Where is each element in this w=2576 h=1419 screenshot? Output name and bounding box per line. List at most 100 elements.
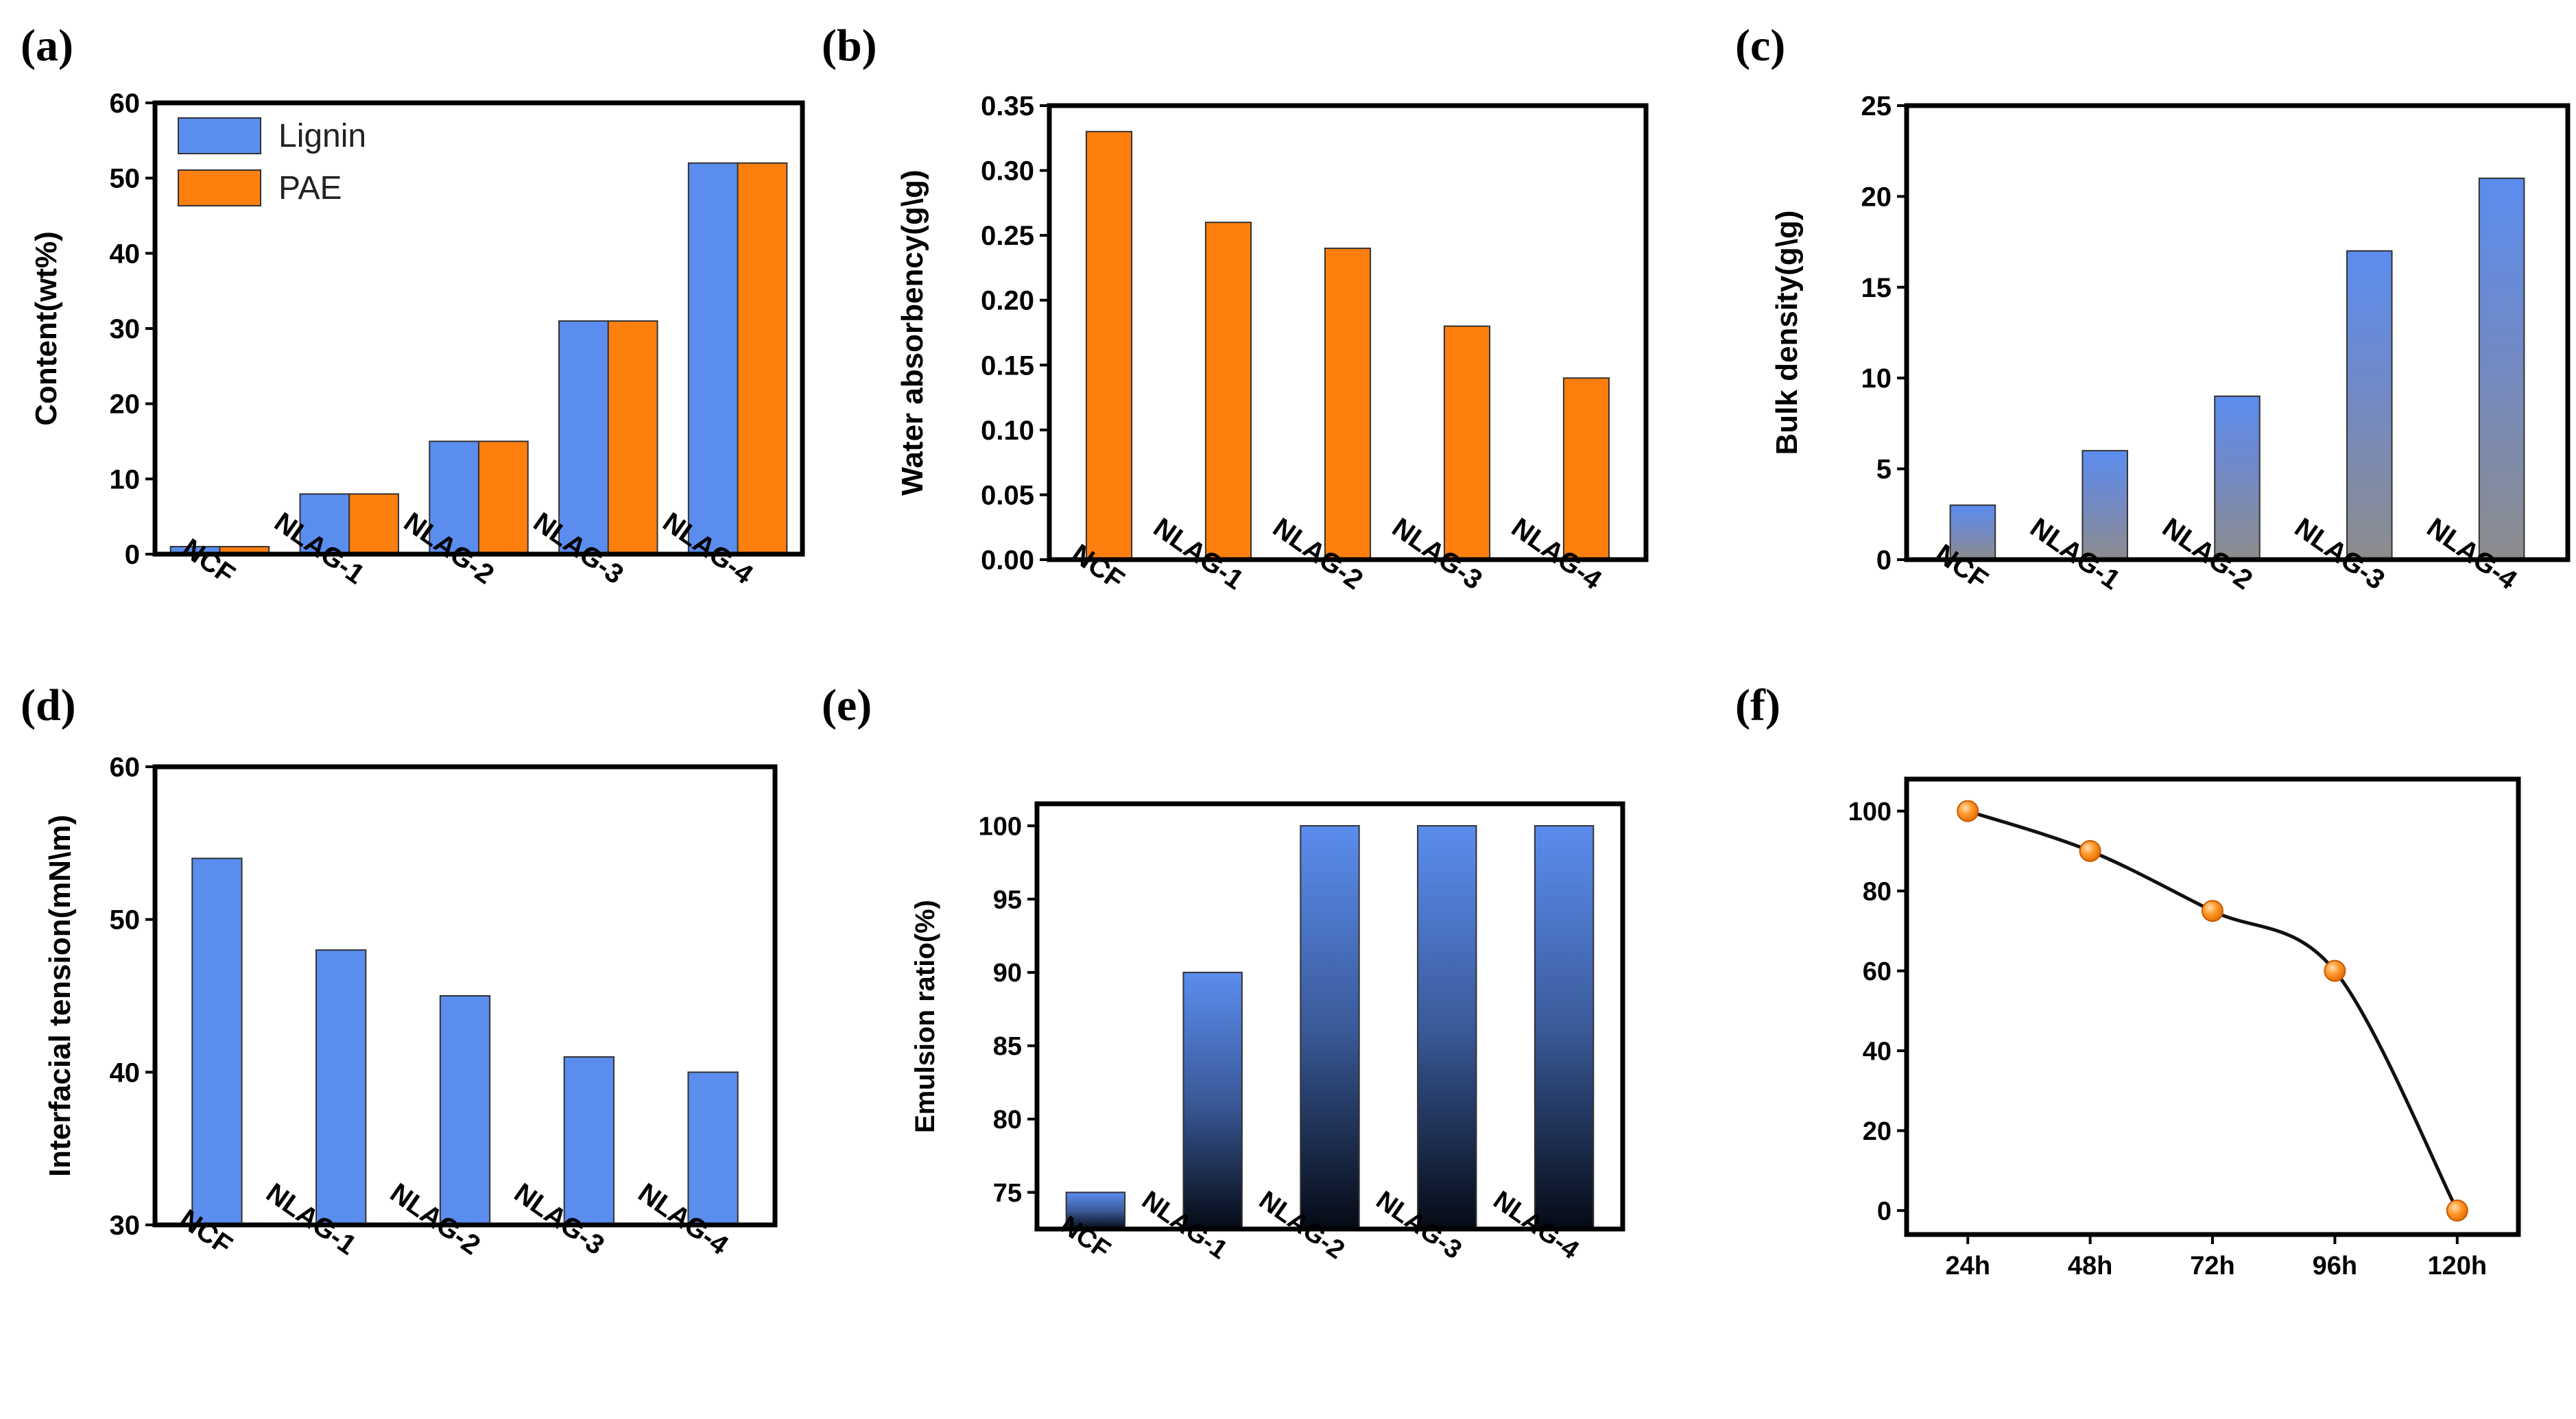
bar-pae-nlag-2 xyxy=(478,440,529,555)
y-tick-label: 40 xyxy=(110,239,141,269)
panel-label: (a) xyxy=(21,21,73,71)
y-tick-label: 60 xyxy=(1863,957,1892,986)
bar-lignin-nlag-4 xyxy=(687,162,739,555)
legend-label-pae: PAE xyxy=(278,170,342,206)
bar-nlag-1 xyxy=(2082,450,2128,560)
y-axis-label: Bulk density(g\g) xyxy=(1770,211,1804,455)
bar-pae-nlag-4 xyxy=(737,162,788,555)
y-tick-label: 0.05 xyxy=(981,480,1034,510)
bar-ncf xyxy=(1065,1191,1126,1230)
y-tick-label: 80 xyxy=(993,1106,1022,1134)
y-tick-label: 0.30 xyxy=(981,156,1034,187)
bar-nlag-4 xyxy=(1562,377,1610,560)
point-72h xyxy=(2202,900,2223,922)
y-tick-label: 100 xyxy=(979,812,1022,841)
bar-lignin-nlag-3 xyxy=(558,320,609,555)
y-tick-label: 100 xyxy=(1848,798,1892,826)
plot-frame xyxy=(1047,103,1649,562)
point-48h xyxy=(2079,839,2101,862)
y-axis-label: Emulsion ratio(%) xyxy=(910,900,940,1133)
y-tick-label: 10 xyxy=(1861,363,1892,394)
x-tick-label: 24h xyxy=(1945,1252,1990,1280)
panel-label: (d) xyxy=(21,680,76,730)
plot-frame xyxy=(1904,776,2521,1237)
y-tick-label: 50 xyxy=(110,164,141,194)
y-tick-label: 5 xyxy=(1876,455,1892,485)
panel-label: (e) xyxy=(822,680,872,730)
y-tick-label: 75 xyxy=(993,1179,1022,1208)
bar-nlag-3 xyxy=(563,1056,615,1226)
bar-nlag-1 xyxy=(315,949,367,1226)
bar-nlag-4 xyxy=(2478,177,2525,561)
legend-swatch-lignin xyxy=(178,117,261,154)
y-tick-label: 40 xyxy=(110,1058,141,1088)
y-tick-label: 50 xyxy=(110,905,141,935)
plot-frame xyxy=(1904,103,2571,562)
panel-b-bar-chart: (b) Water absorbency(g\g) 0.00 0.05 0.10 0.15… xyxy=(822,21,1649,596)
bar-nlag-2 xyxy=(1300,825,1360,1230)
y-tick-label: 10 xyxy=(110,464,141,494)
y-tick-label: 85 xyxy=(993,1032,1022,1061)
bar-nlag-4 xyxy=(1534,825,1595,1230)
y-tick-label: 40 xyxy=(1863,1037,1892,1066)
bar-ncf xyxy=(1949,504,1996,560)
y-tick-label: 0.35 xyxy=(981,91,1034,121)
y-tick-label: 0.15 xyxy=(981,350,1034,381)
legend-label-lignin: Lignin xyxy=(278,118,366,154)
x-tick-label: 72h xyxy=(2190,1252,2234,1280)
point-96h xyxy=(2324,959,2346,982)
bar-pae-nlag-1 xyxy=(348,493,399,555)
y-tick-label: 15 xyxy=(1861,273,1892,303)
y-tick-label: 25 xyxy=(1861,91,1892,121)
y-tick-label: 95 xyxy=(993,885,1022,914)
plot-frame xyxy=(152,764,778,1228)
panel-label: (f) xyxy=(1735,680,1780,730)
y-tick-label: 0.20 xyxy=(981,286,1034,316)
x-tick-label: 96h xyxy=(2313,1252,2357,1280)
panel-f-line-chart: (f) 0 20 40 60 80 100 24h 48h 72h 96h 120h xyxy=(1735,680,2521,1280)
x-tick-label: NCF xyxy=(177,533,241,590)
legend-swatch-pae xyxy=(178,169,261,206)
y-tick-label: 0.00 xyxy=(981,545,1034,575)
series-line xyxy=(1967,809,2459,1212)
point-24h xyxy=(1957,800,1979,822)
x-tick-label: 120h xyxy=(2427,1252,2487,1280)
y-tick-label: 80 xyxy=(1863,877,1892,906)
bar-nlag-1 xyxy=(1204,222,1252,560)
bar-nlag-3 xyxy=(1443,325,1491,560)
panel-label: (c) xyxy=(1735,21,1785,71)
bar-nlag-2 xyxy=(2214,395,2261,560)
y-tick-label: 0 xyxy=(1876,545,1892,575)
bar-nlag-2 xyxy=(439,995,491,1226)
bar-nlag-3 xyxy=(2346,250,2393,560)
x-tick-label: 48h xyxy=(2068,1252,2112,1280)
y-tick-label: 90 xyxy=(993,959,1022,988)
bar-nlag-3 xyxy=(1417,825,1477,1230)
y-axis-label: Interfacial tension(mN\m) xyxy=(43,815,77,1177)
y-tick-label: 0.25 xyxy=(981,221,1034,251)
y-tick-label: 0 xyxy=(1877,1197,1892,1226)
y-tick-label: 0.10 xyxy=(981,416,1034,446)
bar-ncf xyxy=(191,857,243,1226)
y-tick-label: 60 xyxy=(110,88,141,119)
plot-frame xyxy=(152,100,805,557)
y-tick-label: 30 xyxy=(110,1211,141,1241)
bar-ncf xyxy=(1085,130,1133,561)
y-axis-label: Content(wt%) xyxy=(29,231,63,426)
bar-pae-nlag-3 xyxy=(607,320,658,555)
y-tick-label: 20 xyxy=(1861,182,1892,212)
y-tick-label: 20 xyxy=(110,390,141,420)
panel-label: (b) xyxy=(822,21,877,71)
y-tick-label: 20 xyxy=(1863,1117,1892,1146)
y-tick-label: 30 xyxy=(110,314,141,344)
y-tick-label: 60 xyxy=(110,752,141,783)
plot-frame xyxy=(1034,801,1625,1232)
point-120h xyxy=(2446,1200,2468,1222)
bar-nlag-2 xyxy=(1324,248,1372,560)
bar-nlag-4 xyxy=(687,1071,739,1226)
